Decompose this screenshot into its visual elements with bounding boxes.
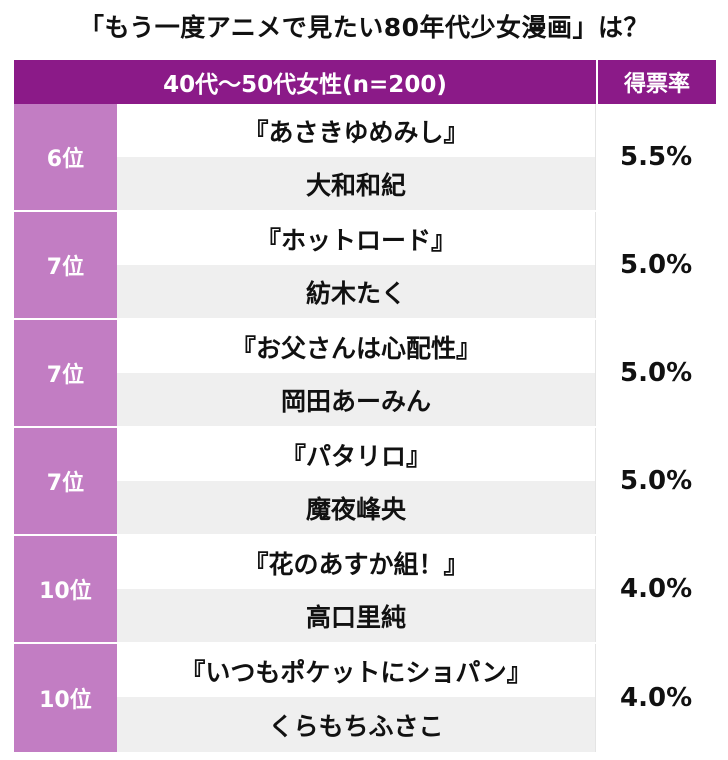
- vote-rate: 4.0%: [595, 644, 716, 752]
- work-cells: 『あさきゆめみし』 大和和紀: [116, 104, 596, 210]
- page-title: 「もう一度アニメで見たい80年代少女漫画」は？: [78, 13, 650, 42]
- header-rate-label: 得票率: [598, 60, 716, 104]
- work-cells: 『いつもポケットにショパン』 くらもちふさこ: [116, 644, 596, 752]
- work-author: 魔夜峰央: [116, 481, 596, 534]
- vote-rate: 5.0%: [595, 320, 716, 426]
- table-header: 40代〜50代女性(n=200) 得票率: [14, 60, 716, 104]
- header-group-label: 40代〜50代女性(n=200): [14, 60, 596, 104]
- table-row: 7位 『ホットロード』 紡木たく 5.0%: [14, 212, 716, 320]
- work-title: 『花のあすか組！』: [116, 536, 596, 589]
- work-cells: 『花のあすか組！』 高口里純: [116, 536, 596, 642]
- table-row: 10位 『いつもポケットにショパン』 くらもちふさこ 4.0%: [14, 644, 716, 752]
- rank-cell: 10位: [14, 644, 117, 752]
- rank-cell: 6位: [14, 104, 117, 210]
- work-author: 大和和紀: [116, 157, 596, 210]
- table-row: 7位 『パタリロ』 魔夜峰央 5.0%: [14, 428, 716, 536]
- work-title: 『いつもポケットにショパン』: [116, 644, 596, 697]
- rank-cell: 7位: [14, 212, 117, 318]
- work-title: 『お父さんは心配性』: [116, 320, 596, 373]
- work-cells: 『ホットロード』 紡木たく: [116, 212, 596, 318]
- table-row: 10位 『花のあすか組！』 高口里純 4.0%: [14, 536, 716, 644]
- work-author: くらもちふさこ: [116, 697, 596, 752]
- work-author: 高口里純: [116, 589, 596, 642]
- work-title: 『パタリロ』: [116, 428, 596, 481]
- work-author: 岡田あーみん: [116, 373, 596, 426]
- table-row: 6位 『あさきゆめみし』 大和和紀 5.5%: [14, 104, 716, 212]
- work-author: 紡木たく: [116, 265, 596, 318]
- vote-rate: 5.0%: [595, 212, 716, 318]
- rank-cell: 7位: [14, 428, 117, 534]
- work-cells: 『パタリロ』 魔夜峰央: [116, 428, 596, 534]
- work-cells: 『お父さんは心配性』 岡田あーみん: [116, 320, 596, 426]
- ranking-table: 40代〜50代女性(n=200) 得票率 6位 『あさきゆめみし』 大和和紀 5…: [14, 60, 716, 752]
- rank-cell: 7位: [14, 320, 117, 426]
- vote-rate: 4.0%: [595, 536, 716, 642]
- work-title: 『あさきゆめみし』: [116, 104, 596, 157]
- table-row: 7位 『お父さんは心配性』 岡田あーみん 5.0%: [14, 320, 716, 428]
- vote-rate: 5.0%: [595, 428, 716, 534]
- vote-rate: 5.5%: [595, 104, 716, 210]
- header-divider: [596, 60, 598, 104]
- work-title: 『ホットロード』: [116, 212, 596, 265]
- rank-cell: 10位: [14, 536, 117, 642]
